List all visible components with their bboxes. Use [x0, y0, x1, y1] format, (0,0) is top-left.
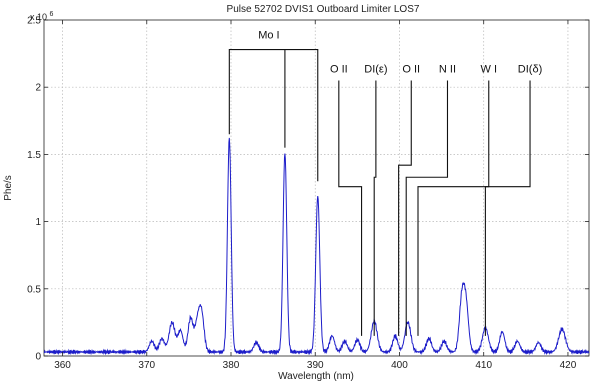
- x-tick-label: 390: [307, 360, 324, 371]
- annotation-label: DI(δ): [518, 63, 542, 75]
- chart-title: Pulse 52702 DVIS1 Outboard Limiter LOS7: [227, 4, 420, 15]
- annotation-label: Mo I: [258, 30, 279, 42]
- annotation-label: O II: [402, 63, 420, 75]
- x-tick-label: 400: [391, 360, 408, 371]
- y-tick-label: 0.5: [27, 284, 41, 295]
- y-axis-multiplier-power: 6: [50, 11, 54, 18]
- x-axis-title: Wavelength (nm): [278, 371, 354, 381]
- y-tick-label: 1: [35, 217, 41, 228]
- x-tick-label: 370: [138, 360, 155, 371]
- annotation-leader: [405, 80, 449, 336]
- annotation-leader: [417, 80, 490, 336]
- x-tick-label: 360: [54, 360, 71, 371]
- plot-area: Mo I O II DI(ε) O II N II W I DI(δ): [43, 19, 590, 357]
- x-axis: 360 370 380 390 400 410 420: [54, 20, 577, 371]
- annotation-leader: [338, 80, 363, 336]
- annotation-leader: [484, 80, 531, 336]
- annotation-label: DI(ε): [364, 63, 387, 75]
- x-tick-label: 410: [475, 360, 492, 371]
- spectrum-line: [43, 137, 590, 356]
- mo-bracket: [228, 49, 319, 182]
- annotation-label: N II: [439, 63, 456, 75]
- annotation-label: O II: [330, 63, 348, 75]
- y-axis: 0 0.5 1 1.5 2 2.5: [27, 16, 589, 363]
- plot-frame: [43, 19, 590, 357]
- y-axis-title: Phe/s: [3, 175, 14, 201]
- y-tick-label: 1.5: [27, 150, 41, 161]
- y-tick-label: 0: [35, 352, 41, 363]
- annotation-label: W I: [481, 63, 498, 75]
- annotation-leader: [373, 80, 377, 336]
- line-annotations: Mo I O II DI(ε) O II N II W I DI(δ): [228, 30, 542, 336]
- y-axis-multiplier: x 10 6: [30, 11, 54, 22]
- x-tick-label: 420: [560, 360, 577, 371]
- y-axis-multiplier-base: x 10: [30, 12, 47, 22]
- annotation-leader: [398, 80, 412, 336]
- y-tick-label: 2: [35, 83, 41, 94]
- x-tick-label: 380: [223, 360, 240, 371]
- y-tick-label: 2.5: [27, 16, 41, 27]
